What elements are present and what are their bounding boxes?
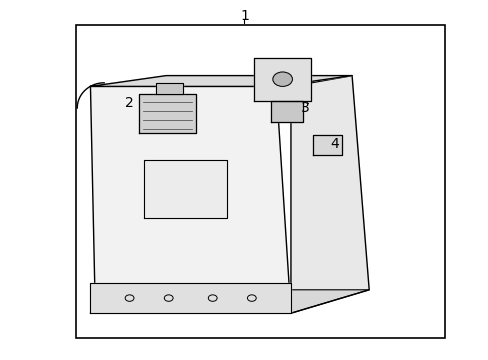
Polygon shape [156, 83, 183, 94]
Polygon shape [312, 135, 342, 155]
Polygon shape [90, 76, 351, 86]
Polygon shape [254, 58, 310, 101]
Polygon shape [90, 86, 290, 313]
Polygon shape [90, 283, 290, 313]
Text: 1: 1 [240, 9, 248, 23]
Circle shape [272, 72, 292, 86]
Polygon shape [144, 160, 227, 218]
Polygon shape [139, 94, 195, 133]
Text: 2: 2 [125, 96, 134, 109]
Polygon shape [290, 76, 368, 313]
Text: 4: 4 [330, 137, 339, 151]
Bar [76, 25, 444, 338]
Polygon shape [271, 101, 303, 122]
Polygon shape [90, 290, 368, 313]
Text: 3: 3 [301, 101, 309, 115]
